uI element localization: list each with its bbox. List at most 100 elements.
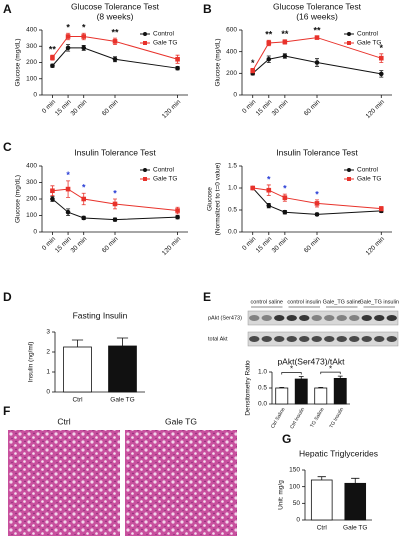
panel-letter: F	[3, 404, 10, 418]
x-tick-label: 60 min	[303, 98, 322, 117]
legend-marker	[143, 41, 147, 45]
y-tick-label: 1.0	[258, 369, 267, 376]
blot-band	[374, 336, 385, 342]
x-tick-label: 15 min	[255, 235, 274, 254]
y-tick-label: 100	[26, 212, 37, 219]
marker	[266, 40, 272, 46]
y-tick-label: 600	[226, 27, 237, 34]
blot-band	[286, 336, 297, 342]
y-axis-label: Glucose (mg/dL)	[15, 38, 22, 86]
blot-band	[261, 336, 272, 342]
image-label: Gale TG	[165, 416, 197, 426]
panel-letter: G	[282, 432, 291, 446]
x-tick-label: 60 min	[101, 235, 120, 254]
x-tick-label: 15 min	[54, 98, 73, 117]
x-tick-label: 30 min	[70, 98, 89, 117]
annotation: *	[82, 183, 86, 193]
bar	[108, 345, 137, 393]
legend-label: Gale TG	[153, 40, 177, 47]
y-tick-label: 100	[26, 75, 37, 82]
error-bar	[116, 337, 129, 346]
blot-lane-label: control saline	[251, 299, 283, 305]
y-tick-label: 0	[33, 229, 37, 236]
histology-image	[8, 430, 120, 536]
y-tick-label: 0	[296, 517, 300, 524]
marker	[282, 39, 288, 45]
bar	[275, 387, 289, 405]
annotation: *	[66, 170, 70, 180]
legend-marker	[347, 168, 351, 172]
blot-band	[324, 315, 335, 321]
chart-subtitle: (8 weeks)	[97, 11, 134, 21]
blot-band	[336, 336, 347, 342]
y-tick-label: 0.0	[258, 401, 267, 408]
annotation: *	[251, 58, 255, 68]
y-tick-label: 150	[289, 467, 300, 474]
x-tick-label: TG Insulin	[329, 406, 346, 429]
marker	[266, 187, 272, 193]
legend-marker	[143, 168, 147, 172]
marker	[50, 55, 55, 60]
marker	[65, 34, 71, 39]
y-axis-label: Densitometry Ratio	[245, 360, 252, 416]
blot-band	[386, 336, 397, 342]
y-tick-label: 50	[293, 500, 301, 507]
marker	[112, 39, 118, 44]
annotation: *	[113, 188, 117, 198]
error-bar	[317, 476, 326, 480]
marker	[314, 35, 320, 40]
histology-image	[125, 430, 237, 536]
marker	[314, 60, 320, 65]
marker	[175, 65, 180, 71]
chart-title: Hepatic Triglycerides	[299, 448, 378, 458]
blot-band	[249, 315, 260, 321]
blot-band	[274, 336, 285, 342]
significance-bracket	[281, 372, 302, 375]
legend-marker	[347, 177, 351, 181]
x-tick-label: 30 min	[70, 235, 89, 254]
y-tick-label: 1	[46, 369, 50, 376]
blot-band	[349, 315, 360, 321]
marker	[112, 217, 118, 222]
x-tick-label: 15 min	[255, 98, 274, 117]
y-tick-label: 0.5	[258, 385, 267, 392]
legend-label: Gale TG	[357, 176, 381, 183]
marker	[282, 209, 288, 215]
y-tick-label: 300	[26, 179, 37, 186]
y-tick-label: 0	[46, 389, 50, 396]
marker	[65, 186, 71, 192]
annotation: **	[111, 28, 119, 38]
panel-letter: E	[203, 290, 211, 304]
panel-letter: A	[3, 2, 12, 16]
y-axis-label: Glucose (mg/dL)	[215, 38, 222, 86]
marker	[112, 201, 118, 207]
marker	[50, 63, 55, 69]
legend-label: Gale TG	[153, 176, 177, 183]
marker	[250, 68, 256, 73]
y-tick-label: 2	[46, 349, 50, 356]
y-tick-label: 400	[226, 48, 237, 55]
error-bar	[71, 339, 84, 347]
marker	[50, 196, 55, 202]
panel-letter: D	[3, 290, 12, 304]
blot-band	[349, 336, 360, 342]
blot-membrane	[247, 331, 399, 347]
blot-band	[286, 315, 297, 321]
annotation: **	[49, 45, 57, 55]
x-tick-label: 60 min	[303, 235, 322, 254]
error-bar	[351, 477, 360, 484]
chart-title: Insulin Tolerance Test	[74, 147, 156, 157]
marker	[378, 71, 384, 77]
marker	[250, 185, 256, 191]
marker	[266, 203, 272, 208]
annotation: *	[283, 184, 287, 194]
marker	[282, 53, 288, 59]
marker	[50, 188, 55, 194]
y-tick-label: 200	[226, 70, 237, 77]
legend-marker	[143, 32, 147, 36]
bar	[314, 387, 328, 405]
blot-band	[299, 315, 310, 321]
x-tick-label: Ctrl Insulin	[289, 406, 306, 430]
legend-marker	[347, 41, 351, 45]
